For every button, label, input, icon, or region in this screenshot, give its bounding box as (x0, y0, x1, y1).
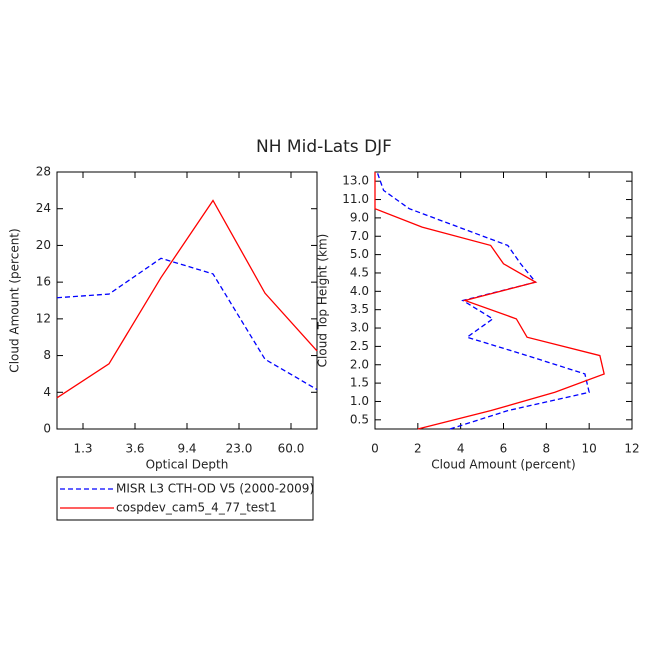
y-tick-label: 11.0 (342, 192, 369, 206)
x-tick-label: 10 (582, 442, 597, 456)
y-tick-label: 1.5 (350, 376, 369, 390)
x-tick-label: 0 (371, 442, 379, 456)
x-tick-label: 60.0 (278, 442, 305, 456)
legend-label: cospdev_cam5_4_77_test1 (116, 501, 277, 515)
y-tick-label: 3.0 (350, 321, 369, 335)
y-tick-label: 0 (43, 422, 51, 436)
y-tick-label: 8 (43, 348, 51, 362)
y-tick-label: 5.0 (350, 247, 369, 261)
y-tick-label: 20 (36, 238, 51, 252)
y-tick-label: 24 (36, 201, 51, 215)
x-tick-label: 12 (624, 442, 639, 456)
y-tick-label: 28 (36, 165, 51, 179)
x-tick-label: 9.4 (177, 442, 196, 456)
y-tick-label: 2.5 (350, 339, 369, 353)
x-tick-label: 3.6 (125, 442, 144, 456)
legend-box (56, 476, 314, 521)
series-line (374, 172, 605, 430)
x-tick-label: 8 (543, 442, 551, 456)
y-tick-label: 9.0 (350, 210, 369, 224)
y-tick-label: 13.0 (342, 174, 369, 188)
x-tick-label: 6 (500, 442, 508, 456)
y-tick-label: 4 (43, 385, 51, 399)
series-line (56, 257, 318, 391)
y-axis-label: Cloud Amount (percent) (8, 228, 22, 372)
plot-frame (56, 171, 318, 430)
x-axis-label: Cloud Amount (percent) (431, 458, 575, 472)
y-tick-label: 4.5 (350, 265, 369, 279)
x-tick-label: 1.3 (73, 442, 92, 456)
y-tick-label: 7.0 (350, 229, 369, 243)
y-tick-label: 3.5 (350, 302, 369, 316)
legend-label: MISR L3 CTH-OD V5 (2000-2009) (116, 482, 314, 496)
series-line (56, 199, 318, 399)
y-tick-label: 0.5 (350, 412, 369, 426)
x-tick-label: 4 (457, 442, 465, 456)
x-tick-label: 2 (414, 442, 422, 456)
y-tick-label: 4.0 (350, 284, 369, 298)
y-tick-label: 16 (36, 275, 51, 289)
y-tick-label: 12 (36, 311, 51, 325)
y-tick-label: 2.0 (350, 357, 369, 371)
x-tick-label: 23.0 (226, 442, 253, 456)
plot-frame (374, 171, 633, 430)
y-tick-label: 1.0 (350, 394, 369, 408)
x-axis-label: Optical Depth (146, 458, 229, 472)
chart-title: NH Mid-Lats DJF (256, 137, 392, 157)
y-axis-label: Cloud Top Height (km) (316, 234, 330, 368)
series-line (376, 171, 590, 430)
